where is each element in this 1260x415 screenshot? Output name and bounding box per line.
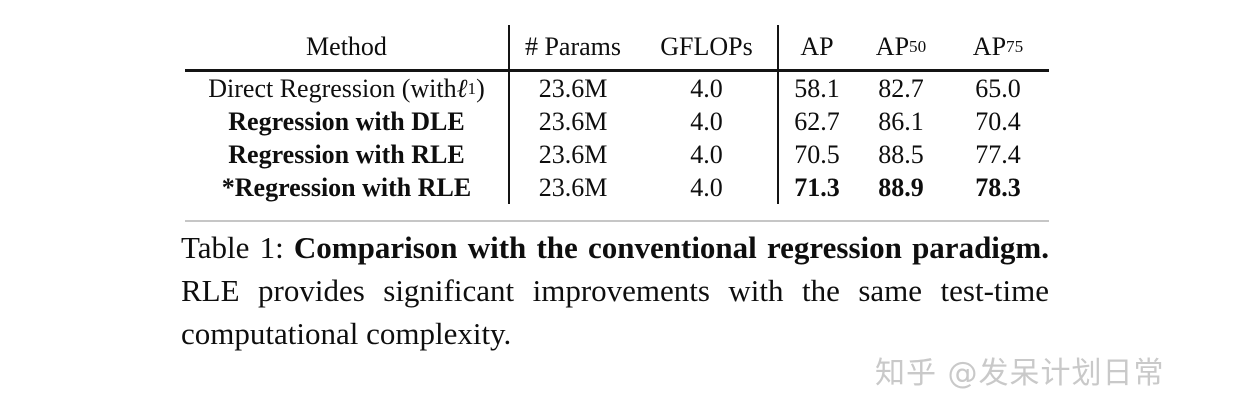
header-ap50: AP 50	[875, 32, 927, 61]
caption-body: RLE provides significant improvements wi…	[181, 273, 1049, 351]
cell-method-row1: Direct Regression (with ℓ 1)	[208, 73, 485, 104]
cell-ap75-row1: 65.0	[975, 73, 1021, 103]
cell-gflops-row2: 4.0	[690, 106, 723, 136]
cell-ap-row1: 58.1	[777, 72, 855, 105]
cell-ap50-row4: 88.9	[878, 172, 924, 202]
cell-params-row3: 23.6M	[508, 138, 636, 171]
cell-gflops-row4: 4.0	[690, 172, 723, 202]
cell-method-row3: Regression with RLE	[228, 139, 465, 169]
table-body: Direct Regression (with ℓ 1) 23.6M 4.0 58…	[185, 72, 1049, 204]
cell-params-row1: 23.6M	[508, 72, 636, 105]
cell-params-row4: 23.6M	[508, 171, 636, 204]
cell-ap50-row2: 86.1	[878, 106, 924, 136]
cell-ap50-row3: 88.5	[878, 139, 924, 169]
table-header-rule	[185, 69, 1049, 72]
cell-method-row2: Regression with DLE	[228, 106, 465, 136]
cell-params-row2: 23.6M	[508, 105, 636, 138]
cell-ap75-row3: 77.4	[975, 139, 1021, 169]
cell-gflops-row3: 4.0	[690, 139, 723, 169]
header-method: Method	[306, 32, 387, 61]
cell-ap-row4: 71.3	[777, 171, 855, 204]
table-header-row: Method # Params GFLOPs AP AP 50 AP 75	[185, 25, 1049, 69]
caption-title: Comparison with the conventional regress…	[293, 230, 1049, 265]
ell-symbol: ℓ	[456, 73, 468, 104]
header-ap: AP	[777, 25, 855, 69]
cell-ap75-row4: 78.3	[975, 172, 1021, 202]
cell-gflops-row1: 4.0	[690, 73, 723, 103]
header-params: # Params	[508, 25, 636, 69]
cell-method-row4: *Regression with RLE	[221, 172, 472, 202]
cell-ap75-row2: 70.4	[975, 106, 1021, 136]
header-gflops: GFLOPs	[660, 32, 753, 61]
cell-ap-row2: 62.7	[777, 105, 855, 138]
cell-ap50-row1: 82.7	[878, 73, 924, 103]
header-ap75: AP 75	[972, 32, 1024, 61]
zhihu-watermark: 知乎 @发呆计划日常	[875, 356, 1165, 391]
cell-ap-row3: 70.5	[777, 138, 855, 171]
caption-label: Table 1:	[181, 230, 294, 265]
results-table: Method # Params GFLOPs AP AP 50 AP 75 Dire…	[185, 25, 1049, 222]
table-caption: Table 1: Comparison with the conventiona…	[181, 226, 1049, 355]
table-bottom-rule	[185, 220, 1049, 222]
